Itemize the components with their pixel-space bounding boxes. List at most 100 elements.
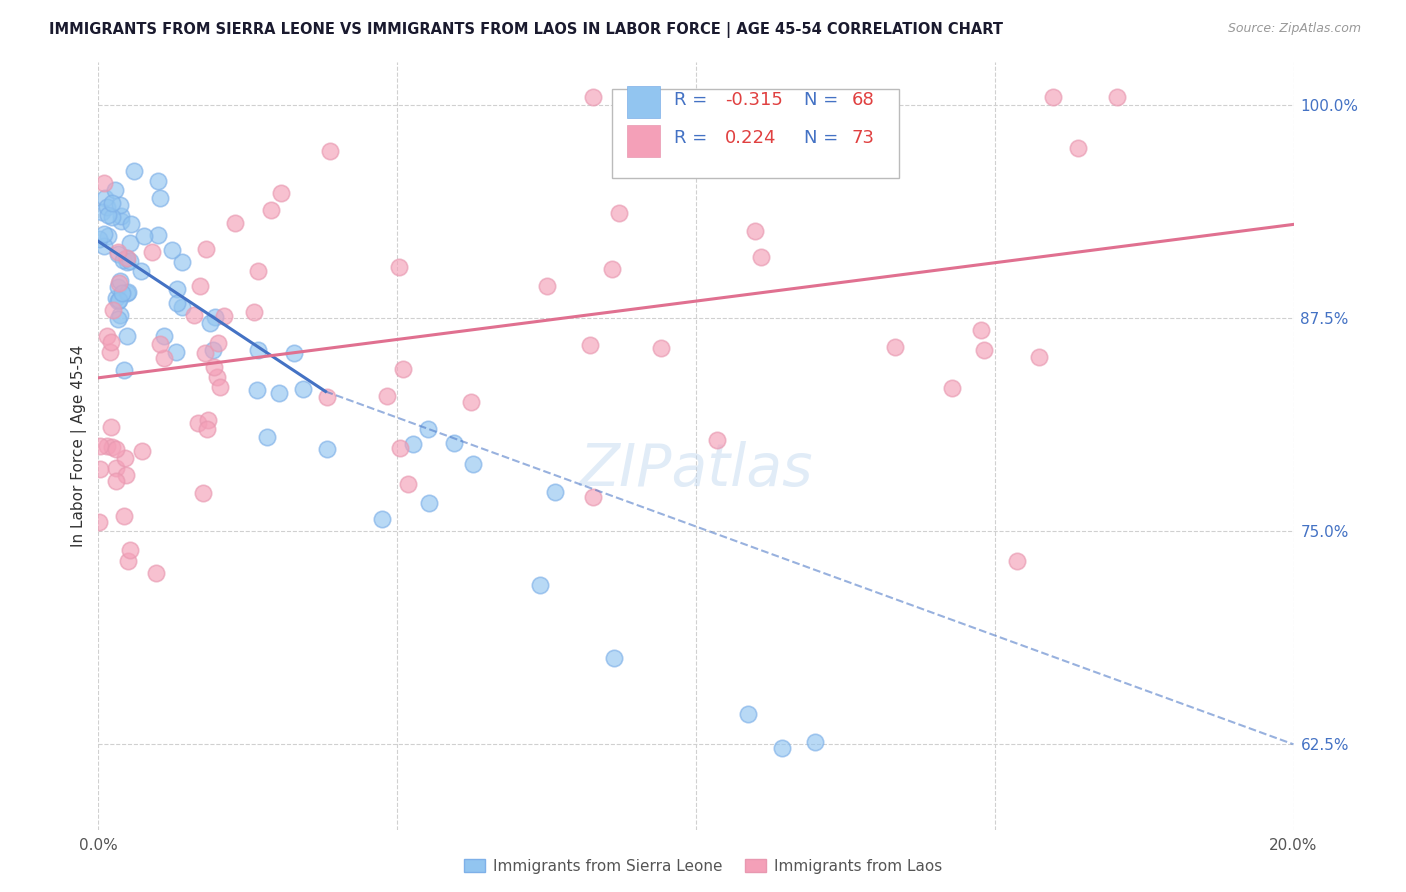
Point [132, 228, 155, 243]
Point [145, 566, 167, 581]
Point [607, 206, 630, 220]
Point [118, 543, 141, 558]
Point [737, 706, 759, 721]
Point [970, 323, 993, 337]
Point [183, 308, 205, 322]
Point [202, 359, 225, 374]
Legend: Immigrants from Sierra Leone, Immigrants from Laos: Immigrants from Sierra Leone, Immigrants… [457, 853, 949, 880]
Text: 68: 68 [852, 91, 875, 109]
Point [170, 300, 193, 314]
Point [246, 264, 269, 278]
Point [122, 164, 145, 178]
Point [1005, 554, 1028, 568]
Point [104, 183, 127, 197]
Point [97, 209, 120, 223]
Point [149, 337, 172, 351]
Point [105, 475, 128, 489]
Point [256, 430, 278, 444]
Point [371, 512, 394, 526]
Point [108, 198, 131, 212]
Point [315, 442, 337, 456]
Point [388, 260, 411, 275]
Point [242, 305, 264, 319]
Point [291, 382, 314, 396]
Point [187, 416, 209, 430]
Point [89, 462, 111, 476]
Point [209, 380, 232, 394]
Point [120, 218, 142, 232]
Point [195, 242, 218, 256]
Point [375, 389, 398, 403]
Point [110, 274, 132, 288]
Y-axis label: In Labor Force | Age 45-54: In Labor Force | Age 45-54 [72, 345, 87, 547]
Point [118, 236, 141, 251]
Point [89, 439, 111, 453]
Text: 0.224: 0.224 [724, 129, 776, 147]
Point [418, 495, 440, 509]
Point [141, 245, 163, 260]
Point [93, 191, 115, 205]
Point [246, 383, 269, 397]
Point [443, 436, 465, 450]
Point [107, 280, 129, 294]
Point [172, 255, 194, 269]
Point [115, 329, 138, 343]
Point [87, 232, 110, 246]
Point [97, 229, 120, 244]
Point [115, 251, 138, 265]
Point [93, 239, 115, 253]
Text: -0.315: -0.315 [724, 91, 783, 109]
Point [1067, 141, 1090, 155]
Point [108, 308, 131, 322]
Text: R =: R = [675, 129, 713, 147]
Point [100, 196, 122, 211]
Point [165, 345, 187, 359]
Text: 73: 73 [852, 129, 875, 147]
Point [87, 515, 110, 529]
Point [146, 228, 169, 243]
Point [197, 422, 219, 436]
Point [98, 344, 121, 359]
Point [153, 351, 176, 366]
Point [1042, 89, 1064, 103]
Point [107, 293, 129, 308]
Text: Source: ZipAtlas.com: Source: ZipAtlas.com [1227, 22, 1361, 36]
Point [202, 343, 225, 357]
Point [396, 477, 419, 491]
Point [153, 328, 176, 343]
Point [114, 450, 136, 465]
Point [544, 484, 567, 499]
Point [319, 144, 342, 158]
Point [579, 338, 602, 352]
Point [749, 250, 772, 264]
Point [581, 89, 603, 103]
Point [107, 293, 129, 307]
Point [316, 390, 339, 404]
Point [582, 490, 605, 504]
Text: IMMIGRANTS FROM SIERRA LEONE VS IMMIGRANTS FROM LAOS IN LABOR FORCE | AGE 45-54 : IMMIGRANTS FROM SIERRA LEONE VS IMMIGRAN… [49, 22, 1004, 38]
Point [260, 202, 283, 217]
Point [166, 295, 188, 310]
Text: N =: N = [804, 129, 844, 147]
Point [160, 244, 183, 258]
Point [416, 422, 439, 436]
Point [1105, 89, 1128, 103]
Point [131, 443, 153, 458]
Point [188, 279, 211, 293]
Point [111, 252, 134, 267]
Point [392, 362, 415, 376]
FancyBboxPatch shape [613, 89, 900, 178]
Point [107, 247, 129, 261]
Point [111, 285, 134, 300]
Point [941, 380, 963, 394]
Point [463, 458, 485, 472]
Point [389, 442, 412, 456]
Point [114, 363, 136, 377]
Point [770, 741, 793, 756]
Point [600, 261, 623, 276]
Point [131, 263, 153, 277]
Point [96, 329, 118, 343]
Point [529, 577, 551, 591]
Point [650, 341, 672, 355]
Text: R =: R = [675, 91, 713, 109]
